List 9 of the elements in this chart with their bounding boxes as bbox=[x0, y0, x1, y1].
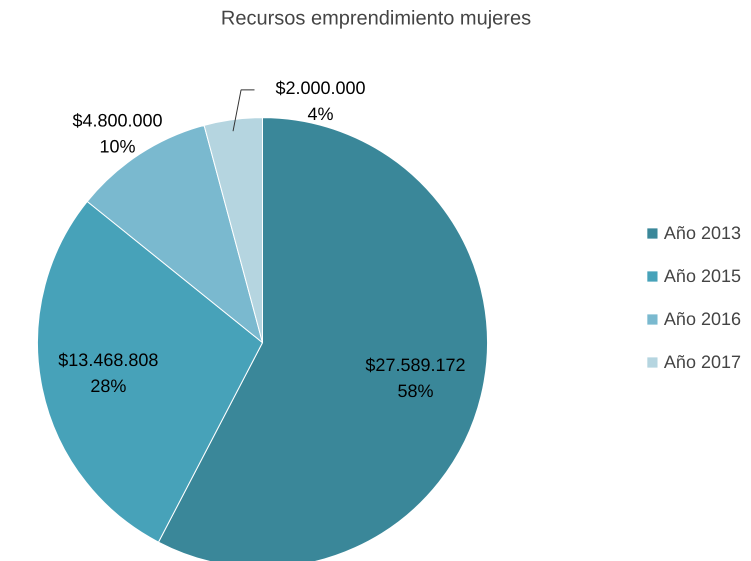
data-label: $27.589.172 58% bbox=[365, 354, 466, 401]
legend-label: Año 2015 bbox=[664, 266, 741, 286]
legend-label: Año 2013 bbox=[664, 222, 741, 244]
data-label: $2.000.000 4% bbox=[275, 78, 366, 124]
data-label: $13.468.808 28% bbox=[58, 350, 158, 396]
legend-label: Año 2016 bbox=[664, 308, 741, 330]
chart-title: Recursos emprendimiento mujeres bbox=[220, 8, 532, 30]
data-label: $4.800.000 10% bbox=[72, 110, 163, 157]
legend-label: Año 2017 bbox=[664, 352, 741, 372]
